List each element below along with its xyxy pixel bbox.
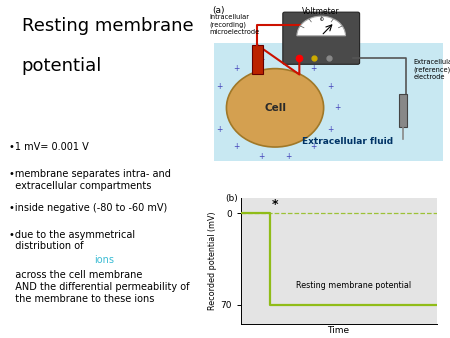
Text: (b): (b)	[225, 194, 238, 203]
Text: potential: potential	[22, 57, 102, 75]
Text: +: +	[328, 125, 334, 134]
Text: Intracellular
(recording)
microelectrode: Intracellular (recording) microelectrode	[209, 14, 260, 35]
Text: +: +	[310, 64, 317, 73]
Text: •due to the asymmetrical
  distribution of: •due to the asymmetrical distribution of	[9, 230, 135, 251]
Text: +: +	[328, 82, 334, 91]
Text: +: +	[334, 103, 340, 112]
Text: +: +	[286, 152, 292, 161]
Bar	[214, 43, 443, 161]
Text: +: +	[233, 142, 239, 151]
Text: •1 mV= 0.001 V: •1 mV= 0.001 V	[9, 142, 88, 152]
Text: •membrane separates intra- and
  extracellular compartments: •membrane separates intra- and extracell…	[9, 169, 171, 191]
Y-axis label: Recorded potential (mV): Recorded potential (mV)	[208, 212, 217, 310]
Text: Extracellular
(reference)
electrode: Extracellular (reference) electrode	[414, 59, 450, 80]
Text: *: *	[272, 198, 279, 211]
Text: •inside negative (-80 to -60 mV): •inside negative (-80 to -60 mV)	[9, 203, 167, 213]
Text: +: +	[216, 125, 222, 134]
Text: Extracellular fluid: Extracellular fluid	[302, 137, 393, 146]
Text: across the cell membrane
  AND the differential permeability of
  the membrane t: across the cell membrane AND the differe…	[9, 270, 189, 304]
Bar	[252, 45, 263, 74]
Text: ions: ions	[94, 255, 114, 265]
Text: +: +	[233, 64, 239, 73]
Text: (a): (a)	[212, 6, 225, 15]
Wedge shape	[297, 16, 346, 36]
Text: Cell: Cell	[264, 103, 286, 113]
Text: +: +	[258, 152, 265, 161]
FancyBboxPatch shape	[283, 12, 360, 64]
Text: +: +	[258, 54, 265, 64]
Text: +: +	[310, 142, 317, 151]
Text: 0: 0	[319, 17, 323, 22]
Bar	[399, 94, 408, 127]
Text: Resting membrane potential: Resting membrane potential	[296, 281, 411, 290]
Circle shape	[226, 69, 324, 147]
Text: +: +	[286, 54, 292, 64]
X-axis label: Time: Time	[328, 326, 350, 335]
Text: Resting membrane: Resting membrane	[22, 17, 193, 35]
Text: +: +	[216, 82, 222, 91]
Text: Voltmeter: Voltmeter	[302, 7, 340, 16]
